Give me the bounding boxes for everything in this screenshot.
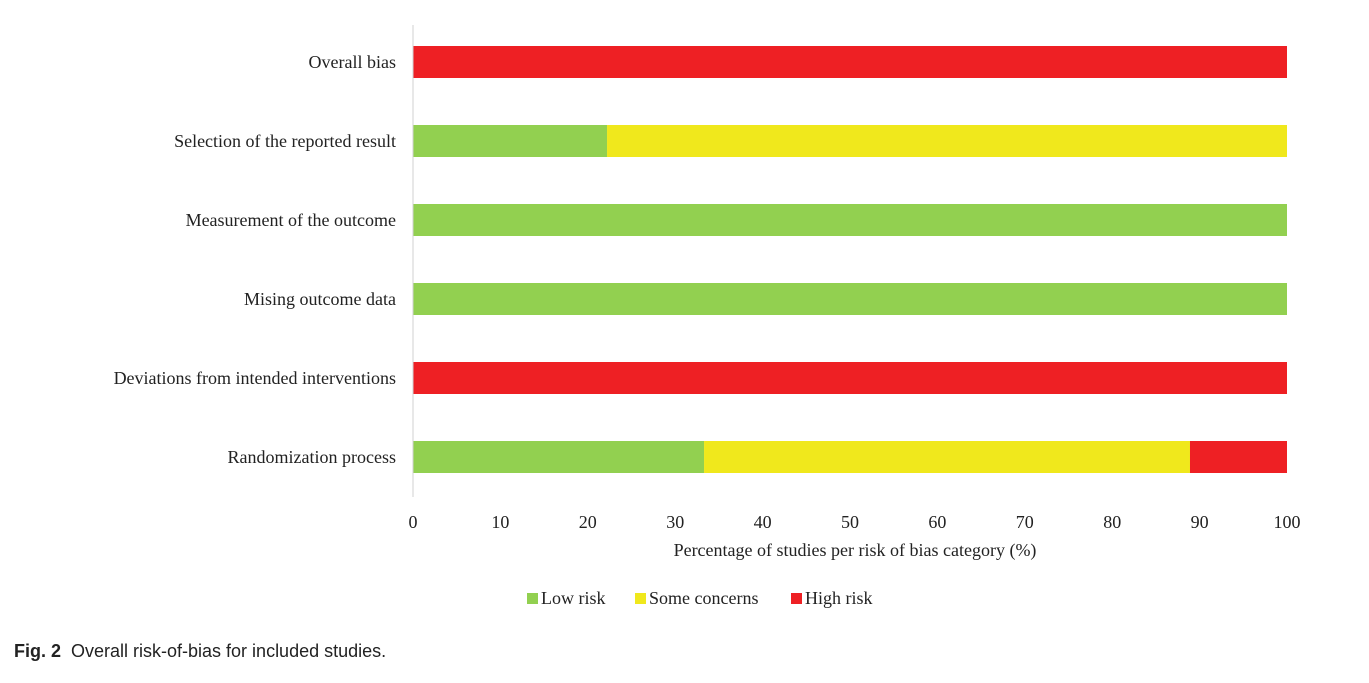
x-tick-label: 40 [754,512,772,532]
category-label: Mising outcome data [244,289,396,309]
legend-label: Low risk [541,588,606,608]
bar-low-risk-3 [413,283,1287,315]
bar-low-risk-5 [413,441,705,473]
x-tick-labels: 0 10 20 30 40 50 60 70 80 90 100 [409,512,1301,532]
legend-swatch-some-concerns [635,593,646,604]
category-labels: Overall bias Selection of the reported re… [114,52,396,467]
bar-high-risk-5 [1189,441,1287,473]
bar-some-concerns-5 [704,441,1190,473]
x-tick-label: 80 [1103,512,1121,532]
x-tick-label: 30 [666,512,684,532]
category-label: Randomization process [228,447,396,467]
x-axis-title: Percentage of studies per risk of bias c… [674,540,1037,561]
risk-of-bias-chart: Overall bias Selection of the reported re… [114,25,1301,608]
bar-high-risk-4 [413,362,1287,394]
bar-high-risk-0 [413,46,1287,78]
x-tick-label: 90 [1191,512,1209,532]
bar-low-risk-2 [413,204,1287,236]
x-tick-label: 0 [409,512,418,532]
figure-caption: Fig. 2 Overall risk-of-bias for included … [14,641,386,662]
x-tick-label: 10 [491,512,509,532]
legend-swatch-low-risk [527,593,538,604]
figure-label: Fig. 2 [14,641,62,661]
x-tick-label: 70 [1016,512,1034,532]
category-label: Measurement of the outcome [186,210,396,230]
x-tick-label: 50 [841,512,859,532]
x-tick-label: 20 [579,512,597,532]
x-tick-label: 100 [1274,512,1301,532]
category-label: Overall bias [309,52,396,72]
legend-swatch-high-risk [791,593,802,604]
legend-label: High risk [805,588,873,608]
bars-group [413,46,1287,473]
bar-some-concerns-1 [607,125,1287,157]
legend: Low risk Some concerns High risk [527,588,873,608]
caption-text: Overall risk-of-bias for included studie… [71,641,387,661]
category-label: Selection of the reported result [174,131,396,151]
category-label: Deviations from intended interventions [114,368,396,388]
legend-label: Some concerns [649,588,758,608]
x-tick-label: 60 [928,512,946,532]
bar-low-risk-1 [413,125,608,157]
